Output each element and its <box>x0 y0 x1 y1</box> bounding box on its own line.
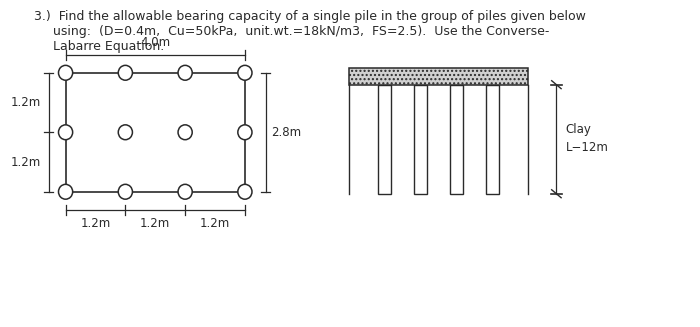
Text: 4.0m: 4.0m <box>140 36 170 49</box>
Circle shape <box>238 125 252 140</box>
Circle shape <box>118 184 132 199</box>
Text: 2.8m: 2.8m <box>272 126 302 139</box>
Text: 3.)  Find the allowable bearing capacity of a single pile in the group of piles : 3.) Find the allowable bearing capacity … <box>34 10 587 23</box>
Text: L−12m: L−12m <box>566 141 609 154</box>
Circle shape <box>118 125 132 140</box>
Bar <box>414 85 427 194</box>
Text: 1.2m: 1.2m <box>140 216 170 230</box>
Bar <box>449 85 463 194</box>
Text: 1.2m: 1.2m <box>200 216 230 230</box>
Bar <box>66 73 245 192</box>
Circle shape <box>59 184 73 199</box>
Text: 1.2m: 1.2m <box>80 216 111 230</box>
Text: 1.2m: 1.2m <box>10 156 41 168</box>
Circle shape <box>59 125 73 140</box>
Circle shape <box>118 65 132 80</box>
Circle shape <box>178 125 193 140</box>
Circle shape <box>238 184 252 199</box>
Bar <box>378 85 391 194</box>
Circle shape <box>178 65 193 80</box>
Circle shape <box>59 65 73 80</box>
Circle shape <box>178 184 193 199</box>
Text: using:  (D=0.4m,  Cu=50kPa,  unit.wt.=18kN/m3,  FS=2.5).  Use the Converse-: using: (D=0.4m, Cu=50kPa, unit.wt.=18kN/… <box>53 25 550 38</box>
Text: Labarre Equation.: Labarre Equation. <box>53 40 164 53</box>
Bar <box>349 68 528 85</box>
Bar <box>486 85 499 194</box>
Circle shape <box>238 65 252 80</box>
Text: Clay: Clay <box>566 123 592 136</box>
Text: 1.2m: 1.2m <box>10 96 41 109</box>
